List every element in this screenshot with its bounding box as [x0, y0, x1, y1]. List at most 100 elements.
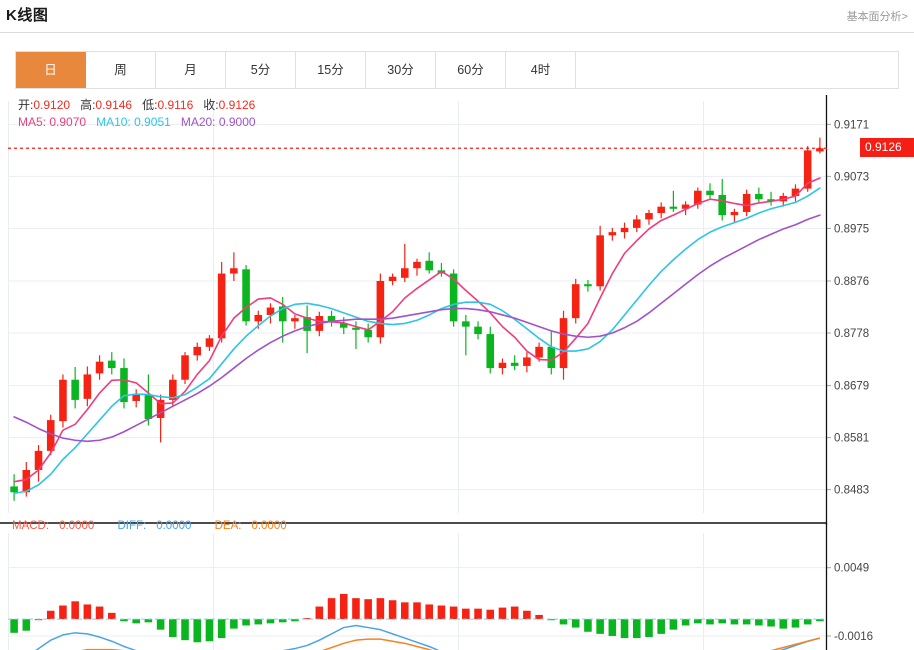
candle-body	[156, 399, 165, 418]
candle-body	[425, 260, 433, 271]
candlestick	[486, 326, 495, 374]
tab-bar-filler	[576, 52, 898, 88]
candle-body	[632, 219, 641, 228]
price-axis-label: 0.8975	[834, 223, 869, 235]
kline-chart-canvas[interactable]: 0.9171 0.9073 0.8975 0.8876 0.8778 0.8679 0.85…	[0, 95, 914, 650]
candle-body	[34, 450, 43, 470]
macd-bar	[217, 619, 226, 639]
candle-body	[230, 268, 238, 274]
tab-6[interactable]: 60分	[436, 52, 506, 88]
candle-body	[95, 361, 104, 374]
macd-bar	[767, 619, 775, 627]
candlestick	[767, 191, 775, 206]
candlestick	[706, 183, 714, 200]
candle-body	[291, 318, 299, 322]
candlestick	[669, 190, 678, 212]
page-title: K线图	[6, 7, 49, 24]
candle-body	[107, 360, 116, 369]
macd-bar	[364, 599, 372, 620]
candlestick	[205, 335, 214, 352]
candle-body	[584, 284, 592, 287]
macd-bar	[315, 606, 324, 620]
candlestick	[156, 394, 165, 443]
candlestick	[730, 208, 739, 223]
macd-bar	[742, 619, 751, 625]
macd-bar	[498, 607, 507, 620]
chart-stage: 开:0.9120 高:0.9146 低:0.9116 收:0.9126 MA5:…	[0, 95, 914, 650]
tab-2[interactable]: 月	[156, 52, 226, 88]
macd-bar	[46, 610, 55, 620]
macd-bar	[449, 606, 458, 620]
price-axis-label: 0.8581	[834, 433, 869, 445]
candle-body	[474, 326, 482, 335]
candlestick	[462, 314, 470, 356]
candle-body	[718, 194, 727, 216]
price-axis-label: 0.8679	[834, 381, 869, 393]
tab-7[interactable]: 4时	[506, 52, 576, 88]
macd-bar	[608, 619, 617, 636]
candlestick	[632, 215, 641, 233]
tab-5[interactable]: 30分	[366, 52, 436, 88]
candlestick	[107, 352, 116, 375]
candlestick	[364, 323, 372, 343]
candlestick	[291, 314, 299, 329]
macd-bar	[632, 619, 641, 639]
candle-body	[120, 368, 128, 403]
candle-body	[278, 306, 287, 322]
candle-body	[559, 318, 568, 369]
macd-bar	[144, 619, 153, 623]
macd-bar	[730, 619, 739, 625]
candle-body	[254, 314, 263, 322]
candle-body	[83, 374, 92, 399]
macd-axis-label: 0.0049	[834, 563, 869, 575]
candlestick	[510, 355, 519, 371]
macd-bar	[535, 614, 543, 620]
macd-bar	[718, 619, 727, 624]
candlestick	[498, 358, 507, 375]
macd-bar	[657, 619, 665, 634]
candlestick	[755, 187, 763, 203]
macd-bar	[559, 619, 568, 625]
macd-bar	[95, 606, 104, 620]
candle-body	[694, 190, 702, 205]
fundamental-analysis-link[interactable]: 基本面分析>	[846, 11, 908, 23]
candle-body	[59, 379, 67, 422]
candle-body	[510, 362, 519, 366]
candle-body	[755, 193, 763, 200]
candle-body	[352, 327, 360, 330]
macd-bar	[181, 619, 189, 641]
candle-body	[681, 204, 690, 209]
candle-body	[193, 346, 202, 356]
candlestick	[120, 358, 128, 409]
candlestick	[217, 261, 226, 343]
ma-line-ma5	[13, 177, 821, 483]
macd-bar	[596, 619, 604, 634]
macd-bar	[547, 619, 556, 621]
macd-bar	[303, 618, 311, 620]
macd-bar	[681, 619, 690, 626]
tab-1[interactable]: 周	[86, 52, 156, 88]
candlestick	[327, 310, 336, 327]
candlestick	[376, 273, 385, 344]
tab-3[interactable]: 5分	[226, 52, 296, 88]
ma-line-ma20	[13, 214, 821, 443]
tab-4[interactable]: 15分	[296, 52, 366, 88]
ma-line-ma10	[13, 187, 821, 495]
candlestick	[193, 342, 202, 361]
candlestick	[10, 474, 18, 501]
macd-line-dea	[80, 637, 821, 650]
macd-bar	[193, 619, 202, 643]
period-tab-bar: 日周月 5分 15分 30分 60分 4时	[15, 51, 899, 89]
tab-0[interactable]: 日	[16, 52, 86, 88]
macd-bar	[327, 598, 336, 620]
macd-bar	[486, 609, 495, 620]
candlestick	[645, 209, 653, 225]
candle-body	[791, 188, 800, 197]
macd-bar	[242, 619, 250, 626]
candle-body	[523, 357, 531, 366]
macd-bar	[645, 619, 653, 638]
macd-bar	[205, 619, 214, 642]
candle-body	[803, 150, 812, 189]
macd-bar	[291, 619, 299, 622]
macd-bar	[376, 598, 385, 620]
